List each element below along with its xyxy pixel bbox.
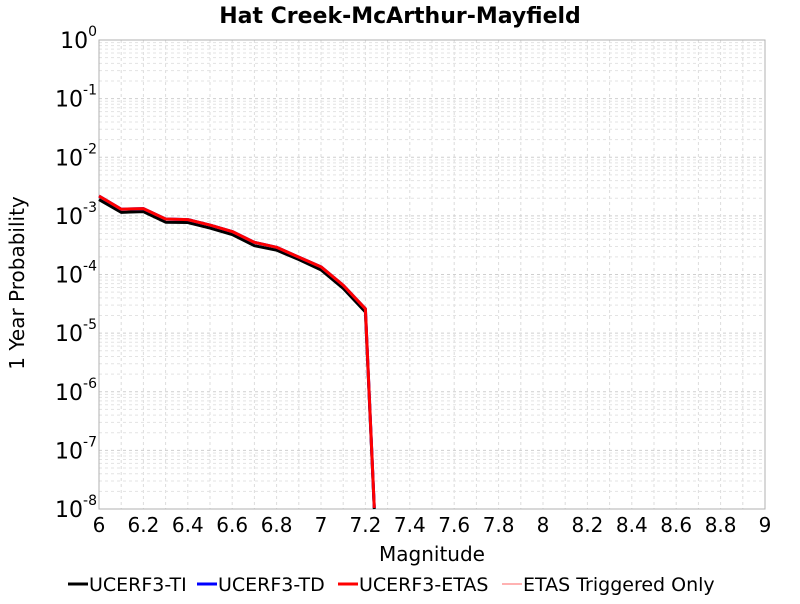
- grid: [98, 40, 766, 510]
- x-axis-ticks: 6 6.2 6.4 6.6 6.8 7 7.2 7.4 7.6 7.8 8 8.2 8.4 8.6 8.8 9: [93, 513, 772, 537]
- x-tick-label: 7.2: [349, 513, 381, 537]
- x-tick-label: 9: [759, 513, 772, 537]
- y-tick-label: 10-3: [55, 200, 97, 230]
- legend-label: UCERF3-TI: [89, 574, 187, 596]
- y-axis-label: 1 Year Probability: [5, 196, 29, 370]
- legend-label: UCERF3-ETAS: [359, 574, 488, 596]
- legend-label: ETAS Triggered Only: [523, 574, 715, 596]
- y-tick-label: 10-4: [55, 259, 97, 289]
- chart-title: Hat Creek-McArthur-Mayfield: [219, 4, 581, 29]
- x-tick-label: 7: [315, 513, 328, 537]
- x-tick-label: 7.4: [394, 513, 426, 537]
- legend-label: UCERF3-TD: [218, 574, 325, 596]
- legend: UCERF3-TI UCERF3-TD UCERF3-ETAS ETAS Trigge…: [68, 574, 715, 596]
- x-tick-label: 6.6: [216, 513, 248, 537]
- plot-area-border: [98, 39, 766, 510]
- y-tick-label: 100: [60, 24, 97, 54]
- x-tick-label: 8.4: [616, 513, 648, 537]
- x-tick-label: 6.2: [127, 513, 159, 537]
- x-tick-label: 8.8: [705, 513, 737, 537]
- x-tick-label: 7.6: [438, 513, 470, 537]
- x-tick-label: 7.8: [483, 513, 515, 537]
- x-tick-label: 6.8: [261, 513, 293, 537]
- series-line-3: [98, 194, 376, 509]
- y-tick-label: 10-7: [55, 434, 97, 464]
- y-tick-label: 10-2: [55, 141, 97, 171]
- x-tick-label: 6: [93, 513, 106, 537]
- y-axis-ticks: 100 10-1 10-2 10-3 10-4 10-5 10-6 10-7 10-8: [55, 24, 97, 523]
- x-tick-label: 8.2: [571, 513, 603, 537]
- series-line-2: [98, 194, 376, 509]
- series-group: [98, 194, 376, 510]
- x-axis-label: Magnitude: [379, 542, 485, 566]
- x-tick-label: 8.6: [660, 513, 692, 537]
- y-tick-label: 10-8: [55, 493, 97, 523]
- x-tick-label: 6.4: [172, 513, 204, 537]
- y-tick-label: 10-5: [55, 317, 97, 347]
- x-tick-label: 8: [537, 513, 550, 537]
- y-tick-label: 10-1: [55, 83, 97, 113]
- series-line-1: [98, 198, 376, 510]
- y-tick-label: 10-6: [55, 376, 97, 406]
